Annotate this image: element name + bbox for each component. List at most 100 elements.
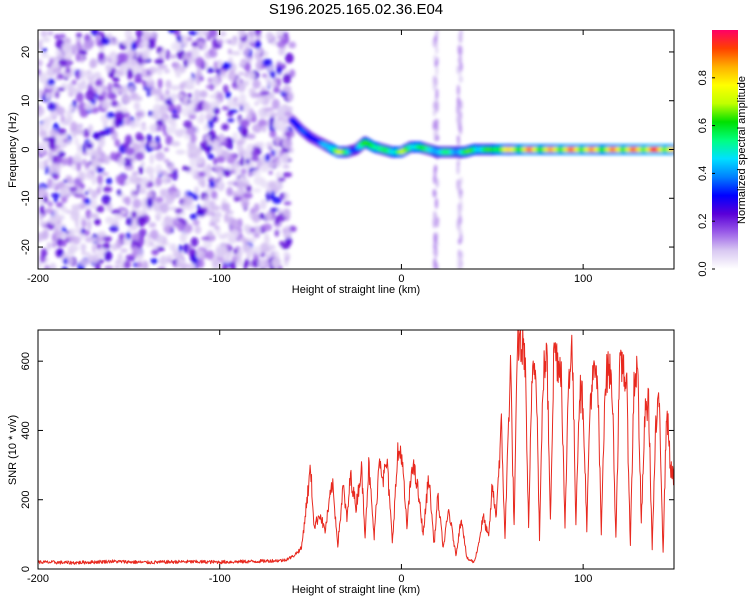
noise-blob	[71, 79, 77, 86]
noise-blob	[155, 176, 163, 187]
noise-blob	[95, 79, 103, 88]
noise-blob	[155, 93, 161, 103]
noise-blob	[247, 172, 252, 177]
noise-blob	[191, 41, 200, 47]
noise-blob	[131, 171, 139, 176]
noise-blob	[209, 101, 217, 109]
interference-blob	[457, 254, 461, 267]
noise-blob	[283, 251, 289, 258]
noise-blob	[75, 32, 83, 38]
noise-blob	[282, 164, 290, 169]
noise-blob	[73, 137, 79, 146]
noise-blob	[188, 144, 199, 155]
spectrogram-x-axis-label: Height of straight line (km)	[292, 284, 420, 296]
noise-blob	[70, 44, 79, 52]
interference-blob	[457, 208, 461, 216]
noise-blob	[194, 56, 204, 68]
noise-blob	[235, 139, 244, 146]
noise-blob	[38, 68, 41, 76]
noise-blob	[264, 107, 275, 112]
noise-blob	[85, 89, 96, 101]
noise-blob	[39, 204, 45, 215]
noise-blob	[55, 202, 64, 208]
noise-blob	[51, 180, 57, 190]
interference-blob	[458, 74, 462, 84]
noise-blob	[132, 198, 142, 209]
noise-blob	[199, 90, 208, 99]
colorbar-tick-label: 0.0	[697, 261, 709, 276]
noise-blob	[125, 231, 131, 240]
noise-blob	[110, 125, 115, 134]
noise-blob	[96, 174, 103, 185]
noise-blob	[148, 222, 157, 228]
noise-blob	[145, 168, 153, 173]
noise-blob	[68, 186, 78, 192]
noise-blob	[233, 248, 238, 255]
noise-blob	[237, 30, 246, 38]
noise-blob	[141, 122, 146, 127]
noise-blob	[140, 40, 149, 48]
noise-blob	[282, 171, 293, 178]
noise-blob	[130, 41, 137, 51]
noise-blob	[142, 197, 147, 207]
interference-blob	[456, 218, 460, 230]
noise-blob	[165, 49, 171, 61]
noise-blob	[105, 216, 115, 225]
noise-blob	[190, 236, 199, 247]
noise-blob	[282, 85, 292, 93]
noise-blob	[281, 242, 290, 250]
noise-blob	[124, 116, 132, 126]
noise-blob	[87, 254, 96, 264]
noise-blob	[105, 63, 112, 74]
noise-blob	[48, 150, 54, 160]
noise-blob	[67, 86, 78, 95]
noise-blob	[176, 222, 185, 232]
noise-blob	[197, 101, 204, 112]
noise-blob	[76, 161, 82, 172]
noise-blob	[181, 34, 188, 44]
noise-blob	[171, 114, 180, 119]
noise-blob	[195, 74, 201, 86]
noise-blob	[97, 31, 104, 37]
noise-blob	[113, 219, 119, 227]
noise-blob	[61, 226, 67, 233]
noise-blob	[164, 68, 171, 74]
noise-blob	[129, 120, 136, 129]
noise-blob	[188, 248, 195, 254]
noise-blob	[72, 157, 82, 163]
noise-blob	[163, 158, 170, 164]
noise-blob	[59, 186, 68, 197]
snr-background	[38, 330, 674, 569]
noise-blob	[213, 60, 218, 69]
noise-blob	[89, 60, 96, 69]
noise-blob	[96, 165, 101, 171]
noise-blob	[217, 170, 224, 181]
noise-blob	[57, 181, 63, 190]
noise-blob	[223, 232, 232, 237]
noise-blob	[147, 206, 153, 212]
noise-blob	[51, 62, 59, 69]
noise-blob	[229, 228, 240, 239]
noise-blob	[106, 91, 115, 100]
noise-blob	[96, 186, 101, 195]
noise-blob	[162, 188, 169, 199]
noise-blob	[71, 204, 81, 211]
noise-blob	[90, 237, 98, 242]
noise-blob	[281, 38, 289, 44]
noise-blob	[165, 195, 174, 205]
noise-blob	[271, 256, 281, 268]
interference-blob	[456, 103, 460, 116]
interference-blob	[434, 60, 438, 68]
noise-blob	[80, 227, 86, 234]
noise-blob	[75, 70, 81, 81]
noise-blob	[38, 106, 45, 116]
interference-blob	[435, 218, 439, 228]
noise-blob	[38, 89, 42, 99]
noise-blob	[156, 118, 164, 127]
noise-blob	[63, 72, 74, 78]
noise-blob	[102, 186, 113, 193]
noise-blob	[265, 191, 270, 203]
noise-blob	[54, 230, 64, 236]
noise-blob	[131, 210, 138, 219]
noise-blob	[253, 203, 260, 213]
